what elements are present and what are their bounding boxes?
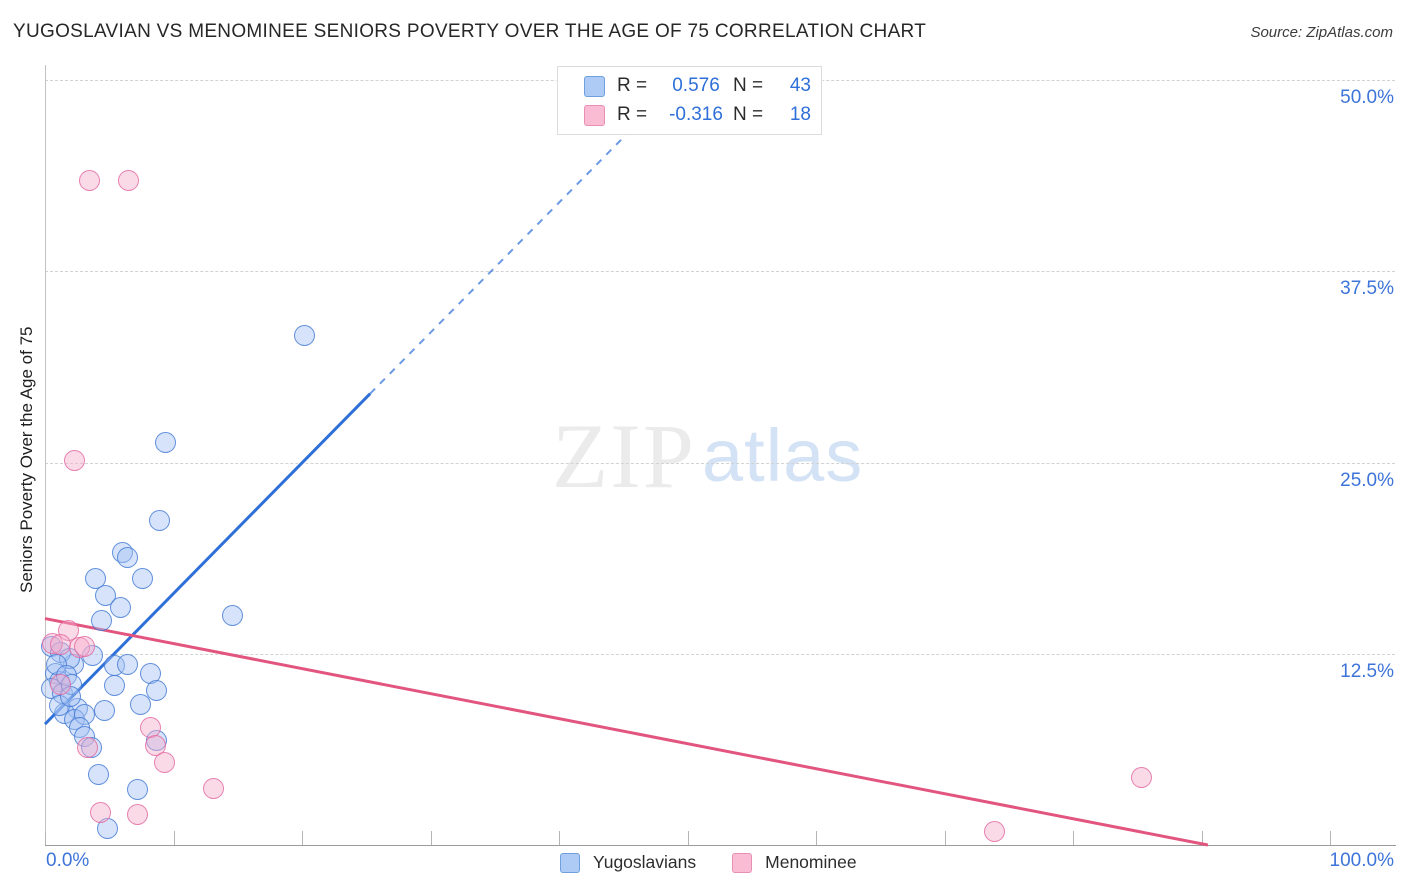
y-axis-title: Seniors Poverty Over the Age of 75 xyxy=(17,326,36,594)
legend-label: Menominee xyxy=(765,852,857,872)
x-tick-mark xyxy=(816,831,817,845)
legend-item-menominee: Menominee xyxy=(732,852,857,873)
blue-trend-line-extension xyxy=(369,125,636,395)
blue-swatch-icon xyxy=(584,75,605,97)
x-axis-line xyxy=(45,845,1396,846)
pink-trend-line xyxy=(44,617,1209,847)
legend-item-yugoslavians: Yugoslavians xyxy=(560,852,696,873)
gridline xyxy=(45,462,1395,464)
source-credit: Source: ZipAtlas.com xyxy=(1250,24,1393,41)
scatter-point-menominee xyxy=(79,170,101,192)
r-value: -0.316 xyxy=(669,104,723,125)
scatter-point-yugoslavians xyxy=(91,609,113,631)
scatter-point-menominee xyxy=(74,635,96,657)
x-axis-min-label: 0.0% xyxy=(46,850,90,871)
pink-swatch-icon xyxy=(584,104,605,126)
legend-row-yugoslavians: R = 0.576 N = 43 xyxy=(558,73,821,99)
pink-swatch-icon xyxy=(732,852,753,873)
scatter-point-yugoslavians xyxy=(116,653,138,675)
n-label: N = xyxy=(733,75,764,96)
scatter-point-yugoslavians xyxy=(222,605,244,626)
scatter-point-yugoslavians xyxy=(88,764,110,786)
x-axis-max-label: 100.0% xyxy=(1329,850,1394,871)
x-tick-mark xyxy=(559,831,560,845)
scatter-point-yugoslavians xyxy=(94,585,116,607)
scatter-point-menominee xyxy=(127,803,149,825)
scatter-point-menominee xyxy=(202,777,224,799)
scatter-point-yugoslavians xyxy=(110,597,132,619)
x-tick-mark xyxy=(1073,831,1074,845)
x-tick-mark xyxy=(430,831,432,845)
scatter-point-yugoslavians xyxy=(103,675,125,697)
x-tick-mark xyxy=(944,831,946,845)
blue-trend-line xyxy=(43,392,372,726)
scatter-point-menominee xyxy=(49,673,71,695)
legend-label: Yugoslavians xyxy=(593,852,697,872)
y-tick-label: 37.5% xyxy=(1340,278,1394,300)
scatter-point-menominee xyxy=(1130,767,1152,789)
x-tick-mark xyxy=(1330,831,1331,845)
n-label: N = xyxy=(733,104,764,125)
gridline xyxy=(45,271,1395,273)
bottom-legend: Yugoslavians Menominee xyxy=(560,852,857,873)
scatter-point-menominee xyxy=(984,820,1006,842)
y-tick-label: 25.0% xyxy=(1340,469,1394,491)
scatter-point-yugoslavians xyxy=(132,568,154,590)
y-tick-label: 50.0% xyxy=(1340,87,1394,108)
scatter-point-yugoslavians xyxy=(146,679,168,701)
scatter-point-menominee xyxy=(49,634,71,656)
scatter-point-menominee xyxy=(76,736,98,758)
legend-row-menominee: R = -0.316 N = 18 xyxy=(558,102,821,128)
scatter-point-yugoslavians xyxy=(155,432,177,454)
y-tick-label: 12.5% xyxy=(1340,660,1394,682)
n-value: 43 xyxy=(789,75,811,96)
x-tick-mark xyxy=(687,831,689,845)
scatter-point-yugoslavians xyxy=(127,779,149,801)
x-tick-mark xyxy=(45,831,46,845)
scatter-point-yugoslavians xyxy=(129,693,151,715)
r-label: R = xyxy=(617,75,648,96)
blue-swatch-icon xyxy=(560,852,580,873)
page-title: YUGOSLAVIAN VS MENOMINEE SENIORS POVERTY… xyxy=(13,21,927,42)
legend-box: R = 0.576 N = 43 R = -0.316 N = 18 xyxy=(557,66,822,135)
gridline xyxy=(45,653,1395,655)
x-tick-mark xyxy=(302,831,303,845)
scatter-point-menominee xyxy=(118,170,140,192)
x-tick-mark xyxy=(1201,831,1203,845)
scatter-point-menominee xyxy=(89,802,111,824)
scatter-point-yugoslavians xyxy=(116,546,138,568)
scatter-point-yugoslavians xyxy=(93,699,115,721)
scatter-point-yugoslavians xyxy=(84,568,106,590)
scatter-point-yugoslavians xyxy=(294,325,316,346)
y-axis-line xyxy=(45,65,46,845)
r-label: R = xyxy=(617,104,648,125)
n-value: 18 xyxy=(789,104,811,125)
scatter-point-menominee xyxy=(64,450,86,472)
scatter-point-menominee xyxy=(154,751,175,773)
r-value: 0.576 xyxy=(672,75,720,96)
x-tick-mark xyxy=(173,831,175,845)
scatter-point-yugoslavians xyxy=(148,510,170,532)
